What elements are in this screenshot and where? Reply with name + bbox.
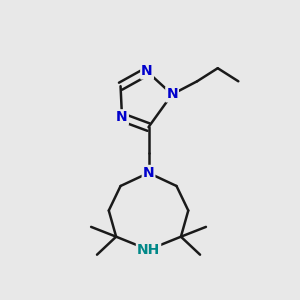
Text: N: N (143, 166, 154, 180)
Text: NH: NH (137, 243, 160, 257)
Text: N: N (141, 64, 153, 79)
Text: N: N (166, 87, 178, 101)
Text: N: N (116, 110, 128, 124)
